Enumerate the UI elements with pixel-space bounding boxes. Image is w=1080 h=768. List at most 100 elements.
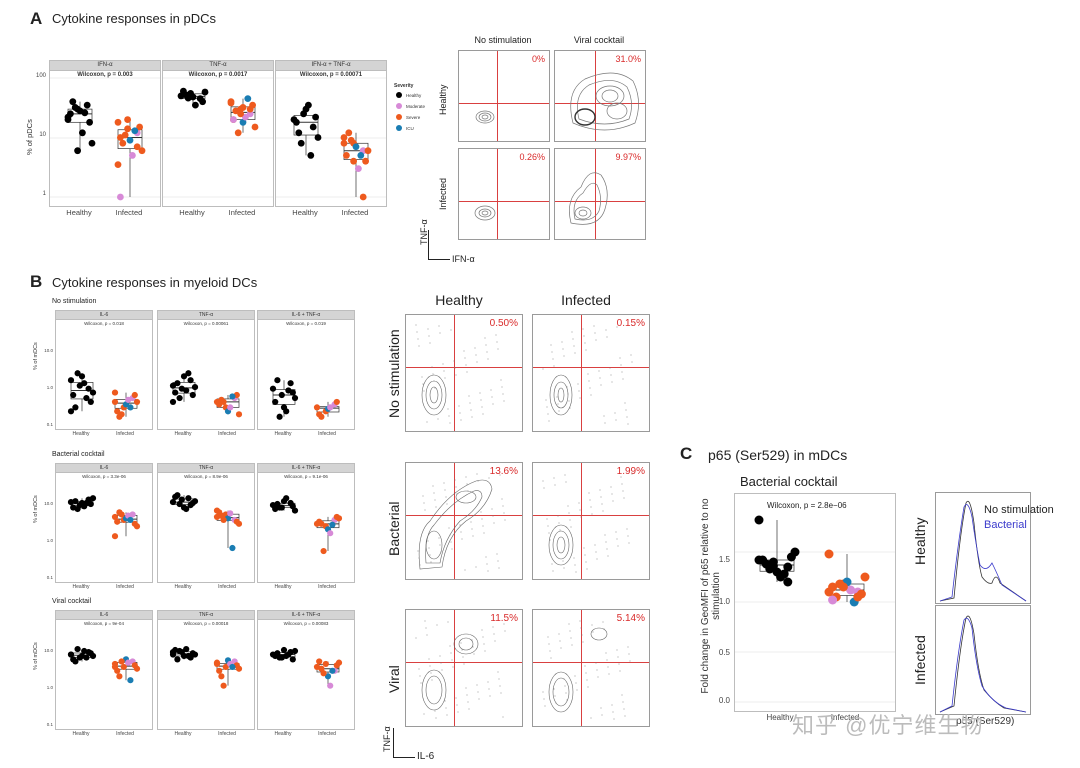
flow-a-pct: 9.97% [615,152,641,162]
legend-dot-icu [396,125,402,131]
dot-infected [329,521,336,528]
dot-infected [114,161,122,169]
dot-healthy [70,391,77,399]
xtick-healthy: Healthy [174,584,192,590]
xtick-healthy: Healthy [72,584,90,590]
panel-stat: Wilcoxon, p = 9.1e-06 [284,474,328,479]
dot-healthy [74,370,81,377]
dot-infected [227,510,234,517]
dot-healthy [293,118,300,126]
mdc-plot [67,370,141,420]
panel-stat: Wilcoxon, p = 0.00018 [183,621,229,626]
panel-strip: IL-6 [56,611,152,620]
dot-infected [111,533,119,540]
panel-c-ytick: 0.0 [718,696,730,705]
xtick-infected: Infected [116,731,134,737]
panel-stat: Wilcoxon, p = 0.003 [77,72,133,78]
hist-infected [935,605,1031,715]
dot-infected [824,587,834,597]
dot-infected [235,411,243,418]
gate-v [581,610,582,726]
dot-infected [121,131,129,139]
mdc-ylabel: % of mDCs [33,495,39,523]
dot-infected [230,116,237,123]
dot-healthy [191,498,199,505]
pdc-panel-0: IFN-α Wilcoxon, p = 0.003 [49,60,161,207]
hist-legend-bacterial: Bacterial [984,519,1027,531]
dot-healthy [169,648,177,656]
flow-a-infected-nostim: 0.26% [458,148,550,240]
flow-b-row-bacterial: Bacterial [386,501,402,556]
hist-row-infected: Infected [912,635,928,685]
dot-infected [322,660,329,668]
dot-healthy [183,387,190,394]
pdc-plot [163,77,273,198]
dot-infected [229,393,236,400]
mdc-group-title: Viral cocktail [52,598,92,605]
panel-stat: Wilcoxon, p = 0.00061 [183,321,229,326]
dot-infected [116,673,123,680]
flow-a-row-healthy: Healthy [438,84,448,115]
dot-infected [313,404,321,411]
panel-c-xtick-healthy: Healthy [766,713,794,722]
contour-blob [570,72,639,131]
gate-v [454,463,455,579]
dot-infected [125,396,132,403]
panel-c-plot [735,515,895,703]
dot-healthy [183,645,190,653]
dot-healthy [183,505,190,513]
hist-bacterial-line [939,617,1027,713]
dot-healthy [272,398,279,406]
dot-healthy [172,389,179,396]
dot-infected [111,398,119,406]
flow-b-pct: 0.15% [616,318,645,329]
mdc-panel: TNF-α Wilcoxon, p = 0.00018 [157,610,255,730]
dot-infected [327,404,334,411]
dot-infected [246,105,254,113]
dot-infected [333,398,340,406]
dot-healthy [779,569,789,579]
xtick-healthy: Healthy [292,208,318,217]
mdc-panel: TNF-α Wilcoxon, p = 8.9e-06 [157,463,255,583]
mdc-panel: IL-6 Wilcoxon, p = 3.3e-06 [55,463,153,583]
panel-strip: TNF-α [158,464,254,473]
dot-healthy [176,647,183,655]
flow-a-pct: 0.26% [519,152,545,162]
contour-blob [474,205,496,221]
dot-infected [343,152,350,159]
dot-infected [340,139,348,147]
dot-infected [118,658,125,665]
flow-b-plot: 13.6% [405,462,523,580]
dot-infected [320,670,327,677]
panel-stat: Wilcoxon, p = 0.00083 [283,621,329,626]
dot-healthy [185,495,192,502]
xtick-infected: Infected [218,731,236,737]
dot-healthy [174,380,181,387]
panel-c-stat: Wilcoxon, p = 2.8e−06 [767,501,847,510]
legend-title: Severity [394,83,414,89]
legend-moderate: Moderate [406,104,426,109]
mdc-group-title: No stimulation [52,298,97,305]
panel-c-ytick: 1.0 [718,597,730,606]
dot-healthy [79,129,86,137]
dot-healthy [81,109,89,117]
panel-strip: IL-6 + TNF-α [258,311,354,320]
dot-healthy [174,656,181,663]
dot-healthy [83,394,90,402]
gate-v [581,315,582,431]
xtick-infected: Infected [218,431,236,437]
pdc-plot [276,77,386,201]
dot-healthy [287,380,294,387]
dot-infected [213,659,221,666]
dot-healthy [269,385,277,392]
xtick-infected: Infected [318,731,336,737]
dot-healthy [278,391,285,399]
legend-dot-severe [396,114,402,120]
dot-infected [357,152,365,159]
dot-infected [345,129,353,137]
mdc-ytick: 1.0 [46,685,53,690]
panel-c-title: p65 (Ser529) in mDCs [708,447,848,463]
flow-b-col-healthy: Healthy [435,292,483,308]
xtick-infected: Infected [318,584,336,590]
dot-infected [355,165,362,173]
